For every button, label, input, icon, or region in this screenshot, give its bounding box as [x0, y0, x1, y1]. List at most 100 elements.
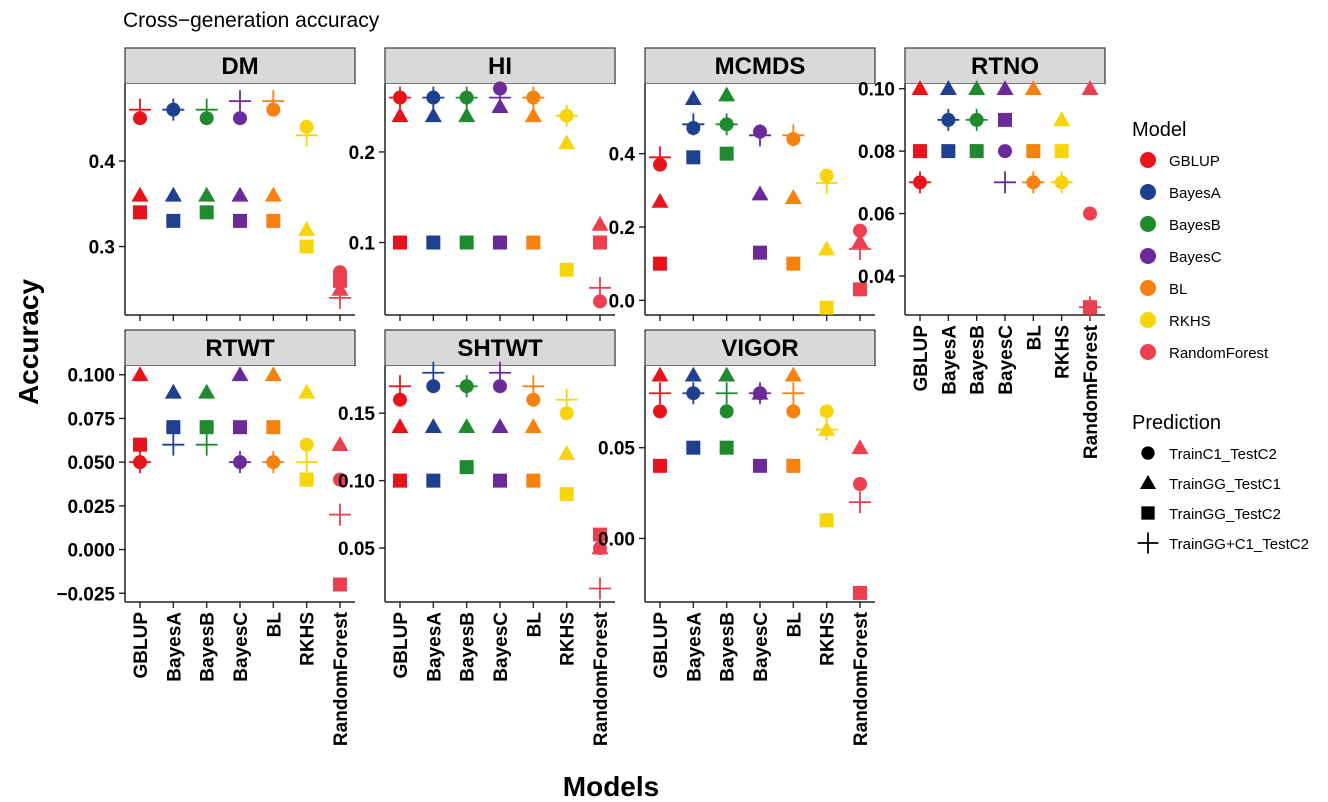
point-rtwt-rkhs-traingg-testc2	[299, 472, 314, 487]
point-mcmds-rkhs-traingg-testc1	[818, 240, 836, 256]
point-hi-rkhs-traingg-testc1	[558, 134, 576, 150]
point-shtwt-bayesa-traingg-testc2	[426, 473, 441, 488]
y-tick-label: 0.04	[858, 267, 895, 288]
point-dm-randomforest-traingg-c1-testc2	[329, 286, 351, 309]
panel-strip	[644, 329, 876, 367]
panel-title: HI	[488, 53, 512, 80]
point-hi-randomforest-traingg-c1-testc2	[589, 276, 611, 299]
panel-title: MCMDS	[715, 53, 806, 80]
panel-title: VIGOR	[721, 335, 798, 362]
point-shtwt-bayesa-traingg-testc1	[424, 418, 442, 434]
point-rtno-gblup-traingg-testc1	[911, 80, 929, 96]
legend-label-rkhs: RKHS	[1169, 313, 1211, 330]
point-rtwt-randomforest-traingg-c1-testc2	[329, 503, 351, 526]
panel-strip	[384, 47, 616, 85]
point-mcmds-bayesa-traingg-testc1	[684, 90, 702, 106]
point-dm-rkhs-traingg-c1-testc2	[295, 124, 318, 147]
point-rtno-rkhs-traingg-testc2	[1054, 144, 1069, 159]
legend-key-trainc1-testc2	[1141, 446, 1155, 460]
point-rtwt-bl-traingg-c1-testc2	[262, 451, 285, 474]
point-vigor-randomforest-traingg-c1-testc2	[849, 491, 871, 514]
legend-label-traingg-c1-testc2: TrainGG+C1_TestC2	[1169, 536, 1309, 553]
legend-key-bayesa	[1140, 184, 1156, 200]
point-shtwt-gblup-trainc1-testc2	[393, 392, 407, 407]
x-tick-label-bayesa: BayesA	[684, 612, 705, 682]
panel-strip	[124, 47, 356, 85]
x-tick-label-bayesc: BayesC	[751, 612, 772, 682]
point-rtwt-randomforest-traingg-testc1	[331, 436, 349, 452]
point-rtno-rkhs-traingg-c1-testc2	[1050, 171, 1073, 194]
legend-key-bayesc	[1140, 248, 1156, 264]
point-rtno-bayesa-traingg-testc1	[939, 80, 957, 96]
point-shtwt-bayesb-traingg-testc1	[458, 418, 476, 434]
x-tick-label-randomforest: RandomForest	[331, 611, 352, 746]
x-tick-label-bayesc: BayesC	[231, 612, 252, 682]
point-dm-bayesb-traingg-c1-testc2	[195, 98, 218, 121]
facet-panels: DM 0.3 0.4 HI 0.1 0.2 MCMDS 0.0 0.2 0.4 RTNO 0.04 0.…	[56, 47, 1106, 746]
point-vigor-bayesa-traingg-testc1	[684, 366, 702, 382]
panel-strip	[644, 47, 876, 85]
point-rtwt-bayesb-traingg-testc1	[198, 383, 216, 399]
legend-key-gblup	[1140, 152, 1156, 168]
point-shtwt-bl-traingg-testc1	[524, 418, 542, 434]
panel-dm: DM 0.3 0.4	[89, 47, 356, 321]
point-dm-randomforest-trainc1-testc2	[333, 265, 347, 280]
point-hi-randomforest-traingg-testc2	[593, 235, 607, 250]
point-vigor-rkhs-traingg-c1-testc2	[815, 418, 838, 441]
point-hi-randomforest-trainc1-testc2	[593, 294, 607, 309]
y-tick-label: 0.00	[598, 529, 635, 550]
point-mcmds-bayesc-traingg-testc2	[753, 245, 767, 260]
x-tick-label-bayesa: BayesA	[164, 612, 185, 682]
point-mcmds-gblup-traingg-testc1	[651, 192, 669, 208]
point-hi-gblup-traingg-c1-testc2	[389, 86, 411, 109]
point-rtno-bayesc-trainc1-testc2	[998, 144, 1012, 159]
point-hi-bayesb-traingg-testc2	[459, 235, 474, 250]
legend-key-traingg-c1-testc2	[1137, 532, 1159, 554]
point-vigor-gblup-traingg-testc2	[653, 458, 667, 473]
point-shtwt-bayesc-traingg-c1-testc2	[489, 361, 511, 384]
x-axis-title: Models	[563, 771, 659, 802]
point-rtno-randomforest-traingg-testc1	[1081, 80, 1099, 96]
y-tick-label: 0.10	[858, 80, 895, 101]
point-rtwt-bl-traingg-testc1	[264, 366, 282, 382]
point-rtwt-gblup-traingg-testc1	[131, 366, 149, 382]
point-rtwt-bayesc-traingg-testc1	[231, 366, 249, 382]
point-rtno-bl-traingg-testc2	[1026, 144, 1041, 159]
point-vigor-bayesa-traingg-c1-testc2	[682, 382, 705, 405]
point-shtwt-bayesa-traingg-c1-testc2	[422, 361, 445, 384]
point-mcmds-rkhs-traingg-testc2	[819, 300, 834, 315]
x-tick-label-bl: BL	[264, 612, 285, 638]
point-dm-bayesa-traingg-c1-testc2	[162, 98, 185, 121]
plot-background	[645, 366, 875, 602]
point-rtwt-rkhs-traingg-c1-testc2	[295, 451, 318, 474]
point-vigor-gblup-traingg-testc1	[651, 366, 669, 382]
x-tick-label-gblup: GBLUP	[651, 612, 672, 679]
y-tick-label: −0.025	[56, 584, 115, 605]
panel-strip	[384, 329, 616, 367]
legend-label-trainc1-testc2: TrainC1_TestC2	[1169, 446, 1277, 463]
point-rtwt-gblup-traingg-c1-testc2	[129, 451, 151, 474]
y-tick-label: 0.08	[858, 142, 895, 163]
x-tick-label-rkhs: RKHS	[558, 612, 579, 666]
point-mcmds-bayesb-traingg-c1-testc2	[715, 113, 738, 136]
point-rtno-bayesb-traingg-testc2	[969, 144, 984, 159]
point-dm-bayesc-trainc1-testc2	[233, 111, 247, 126]
x-tick-label-randomforest: RandomForest	[591, 611, 612, 746]
point-hi-bayesa-traingg-testc2	[426, 235, 441, 250]
plot-background	[125, 366, 355, 602]
point-rtwt-bayesa-traingg-c1-testc2	[162, 433, 185, 456]
point-hi-bayesa-traingg-c1-testc2	[422, 86, 445, 109]
point-dm-bayesb-traingg-testc1	[198, 186, 216, 202]
point-hi-bayesc-traingg-testc2	[493, 235, 507, 250]
x-tick-label-rkhs: RKHS	[298, 612, 319, 666]
point-vigor-randomforest-trainc1-testc2	[853, 477, 867, 491]
legend-key-traingg-testc2	[1141, 506, 1155, 520]
y-tick-label: 0.15	[338, 404, 375, 425]
point-rtwt-rkhs-trainc1-testc2	[299, 437, 314, 452]
point-mcmds-bayesa-traingg-testc2	[686, 150, 701, 165]
point-shtwt-bl-traingg-c1-testc2	[522, 375, 545, 398]
point-shtwt-rkhs-traingg-testc2	[559, 487, 574, 502]
point-dm-rkhs-traingg-testc1	[298, 220, 316, 236]
point-shtwt-bayesc-trainc1-testc2	[493, 379, 507, 394]
point-rtwt-bayesc-traingg-c1-testc2	[229, 451, 251, 474]
